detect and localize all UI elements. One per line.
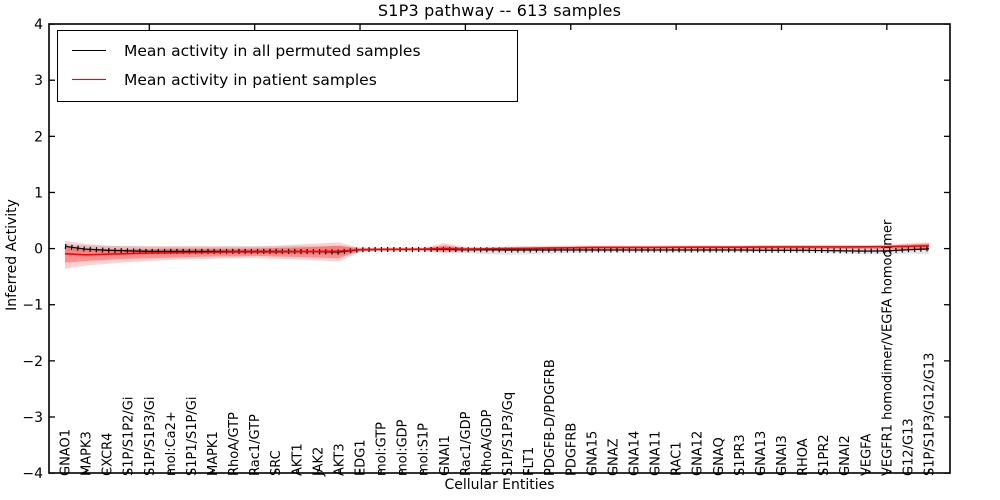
category-label: PDGFB-D/PDGFRB	[543, 359, 558, 476]
series-permuted-line	[64, 245, 930, 253]
category-label: SRC	[269, 450, 284, 476]
legend-entry-patient: Mean activity in patient samples	[58, 65, 517, 94]
category-label: S1P/S1P3/Gq	[501, 392, 516, 476]
patient-line-sample	[72, 79, 106, 80]
y-tick-label: 4	[34, 17, 43, 33]
category-label: mol:GDP	[396, 419, 411, 476]
category-label: AKT1	[290, 443, 305, 476]
category-label: MAPK1	[206, 431, 221, 476]
y-tick-label: 1	[34, 185, 43, 201]
legend-label-patient: Mean activity in patient samples	[124, 70, 377, 89]
y-tick-label: −3	[22, 410, 43, 426]
category-label: GNA14	[627, 431, 642, 476]
category-label: PDGFRB	[564, 423, 579, 476]
category-label: G12/G13	[901, 418, 916, 476]
legend-entry-permuted: Mean activity in all permuted samples	[58, 36, 517, 65]
permuted-line-sample	[72, 50, 106, 51]
category-label: CXCR4	[101, 433, 116, 476]
category-label: GNA15	[585, 431, 600, 476]
category-label: MAPK3	[80, 431, 95, 476]
category-label: GNAZ	[606, 438, 621, 476]
category-label: S1PR2	[817, 434, 832, 476]
category-label: FLT1	[522, 447, 537, 476]
category-label: GNA12	[691, 431, 706, 476]
x-axis-label: Cellular Entities	[444, 477, 555, 493]
series-patient-line	[64, 244, 930, 256]
category-label: GNAO1	[59, 429, 74, 476]
category-label: VEGFA	[859, 434, 874, 476]
category-label: RAC1	[670, 441, 685, 476]
category-label: AKT3	[332, 443, 347, 476]
category-label: Rac1/GTP	[248, 414, 263, 476]
legend-label-permuted: Mean activity in all permuted samples	[124, 41, 421, 60]
category-label: GNAQ	[712, 437, 727, 476]
category-label: S1P/S1P2/Gi	[122, 397, 137, 476]
y-tick-label: −2	[22, 354, 43, 370]
category-label: S1PR3	[733, 434, 748, 476]
chart-title: S1P3 pathway -- 613 samples	[377, 1, 622, 20]
y-tick-label: −1	[22, 298, 43, 314]
category-label: S1P1/S1P/Gi	[185, 397, 200, 476]
patient-samples-inner-spread	[65, 243, 929, 263]
category-label: mol:S1P	[417, 423, 432, 476]
category-label: GNA11	[649, 431, 664, 476]
category-label: mol:GTP	[375, 422, 390, 476]
category-label: GNAI2	[838, 435, 853, 476]
category-label: RHOA	[796, 438, 811, 476]
category-label: GNA13	[754, 431, 769, 476]
category-label: JAK2	[311, 447, 326, 477]
category-label: EDG1	[354, 439, 369, 476]
category-label: GNAI3	[775, 435, 790, 476]
category-label: S1P/S1P3/Gi	[143, 397, 158, 476]
category-label: S1P/S1P3/G12/G13	[923, 353, 938, 476]
category-label: RhoA/GTP	[227, 412, 242, 476]
y-tick-label: 3	[34, 73, 43, 89]
y-tick-label: 2	[34, 129, 43, 145]
category-label: mol:Ca2+	[164, 411, 179, 476]
y-tick-label: −4	[22, 466, 43, 482]
y-axis-label: Inferred Activity	[4, 199, 20, 311]
y-tick-label: 0	[34, 242, 43, 258]
category-label: VEGFR1 homodimer/VEGFA homodimer	[880, 219, 895, 476]
category-label: GNAI1	[438, 435, 453, 476]
category-label: Rac1/GDP	[459, 411, 474, 476]
category-label: RhoA/GDP	[480, 409, 495, 476]
axes-frame	[48, 23, 951, 474]
legend: Mean activity in all permuted samples Me…	[57, 30, 518, 102]
